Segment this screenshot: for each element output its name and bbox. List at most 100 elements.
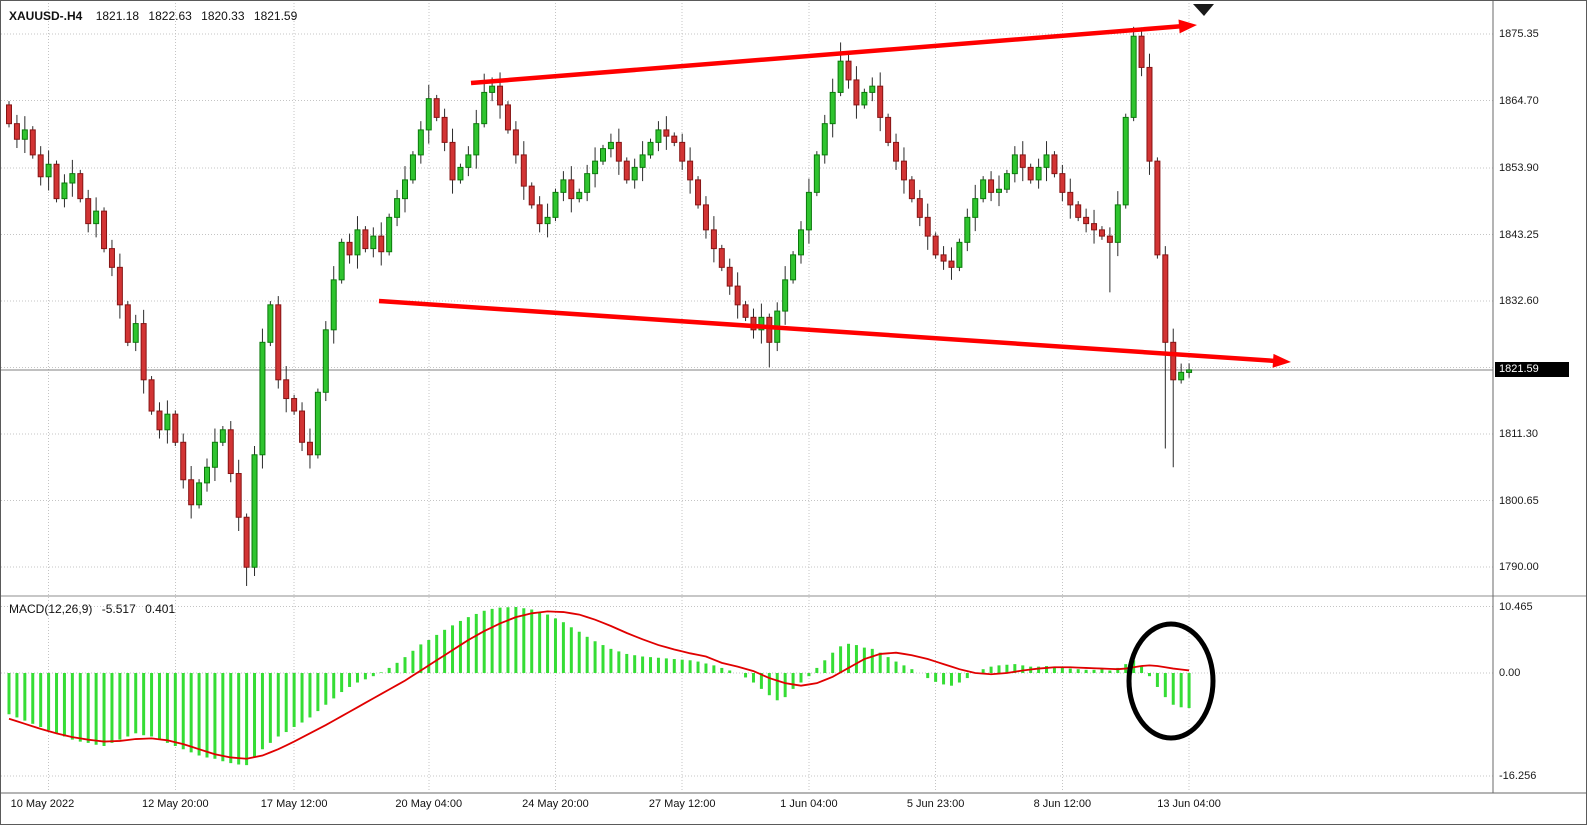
candle-up (204, 466, 210, 484)
candle-down (750, 316, 757, 331)
candle-up (552, 191, 559, 218)
candle-up (425, 98, 432, 131)
candle-down (924, 216, 931, 237)
candle-down (679, 141, 686, 162)
candle-down (1146, 66, 1153, 162)
candle-up (647, 141, 654, 156)
candle-up (837, 60, 844, 93)
candle-up (1035, 166, 1042, 181)
candle-down (37, 154, 44, 178)
candle-down (940, 254, 947, 262)
candle-up (132, 323, 139, 343)
candle-up (805, 191, 812, 231)
candle-up (813, 154, 820, 193)
candle-up (394, 198, 401, 218)
candle-down (1075, 204, 1082, 218)
candle-up (1114, 204, 1121, 243)
macd-label: MACD(12,26,9) (9, 602, 93, 616)
candle-down (893, 141, 900, 162)
upper-trendline[interactable] (470, 23, 1188, 86)
candle-up (869, 85, 876, 93)
candle-down (845, 60, 852, 81)
candle-up (259, 341, 266, 456)
candle-down (1170, 341, 1177, 381)
price-axis-label: 1800.65 (1499, 494, 1539, 507)
candle-up (592, 160, 599, 175)
candle-down (908, 179, 915, 200)
candle-down (53, 163, 60, 200)
time-axis[interactable]: 10 May 2022 12 May 20:00 17 May 12:00 20 Ma… (1, 794, 1493, 824)
lower-trendline[interactable] (378, 298, 1282, 364)
candle-down (156, 410, 163, 431)
candle-down (1162, 254, 1169, 343)
candle-up (980, 179, 987, 200)
candle-up (417, 129, 424, 156)
candle-up (354, 229, 361, 256)
candle-up (45, 163, 52, 178)
candle-up (821, 123, 828, 156)
candle-up (607, 141, 614, 150)
candle-up (93, 210, 100, 225)
candle-down (1138, 35, 1145, 68)
candle-up (544, 216, 551, 225)
candle-down (520, 154, 527, 187)
price-axis-label: 1875.35 (1499, 28, 1539, 40)
candle-down (512, 129, 519, 156)
candle-up (996, 188, 1002, 193)
candle-up (631, 166, 638, 181)
candle-up (196, 482, 203, 506)
candle-up (956, 241, 963, 268)
upper-trendline-arrowhead (1178, 19, 1197, 34)
candle-down (1106, 235, 1113, 243)
macd-axis-label: 0.00 (1499, 667, 1521, 679)
candle-down (108, 248, 115, 268)
candle-down (13, 123, 20, 140)
candle-down (77, 173, 84, 200)
candle-down (243, 516, 250, 568)
time-axis-label: 10 May 2022 (10, 798, 75, 810)
macd-signal-value: 0.401 (145, 602, 176, 616)
candle-down (6, 104, 12, 125)
price-axis-label: 1832.60 (1499, 295, 1539, 308)
candle-down (29, 129, 36, 156)
candle-up (251, 454, 258, 568)
time-axis-label: 17 May 12:00 (260, 798, 328, 810)
macd-highlight-ellipse[interactable] (1126, 621, 1216, 741)
time-axis-label: 5 Jun 23:00 (906, 798, 965, 810)
candle-down (497, 85, 504, 106)
candle-down (299, 410, 306, 443)
price-axis[interactable]: 1821.59 1875.35 1864.70 1853.90 1843.25 1832… (1494, 1, 1586, 793)
candle-down (615, 141, 622, 162)
candle-up (584, 173, 591, 193)
candle-down (695, 179, 702, 206)
candle-down (1098, 229, 1105, 237)
candle-up (782, 279, 789, 312)
candle-up (457, 166, 464, 181)
candle-up (164, 413, 171, 431)
time-axis-label: 1 Jun 04:00 (780, 798, 838, 810)
low-value: 1820.33 (201, 9, 245, 23)
candle-up (386, 216, 393, 253)
candle-down (441, 116, 448, 143)
candle-down (362, 229, 369, 250)
candle-up (219, 429, 226, 443)
candle-down (180, 441, 187, 481)
macd-value: -5.517 (101, 602, 136, 616)
candle-up (473, 123, 480, 156)
candle-down (283, 379, 290, 400)
macd-axis-label: -16.256 (1499, 770, 1537, 783)
candle-up (1186, 369, 1193, 373)
price-axis-label: 1843.25 (1499, 228, 1539, 241)
candle-up (481, 91, 488, 125)
candle-up (465, 154, 472, 168)
price-axis-label: 1811.30 (1499, 428, 1538, 441)
candle-down (85, 198, 92, 225)
candle-up (21, 129, 28, 140)
candle-down (726, 266, 733, 287)
candle-up (861, 91, 868, 106)
symbol-ohlc-readout: XAUUSD-.H4 1821.18 1822.63 1820.33 1821.… (9, 9, 303, 23)
candle-up (964, 216, 971, 243)
high-value: 1822.63 (148, 9, 192, 23)
candle-up (314, 391, 321, 456)
